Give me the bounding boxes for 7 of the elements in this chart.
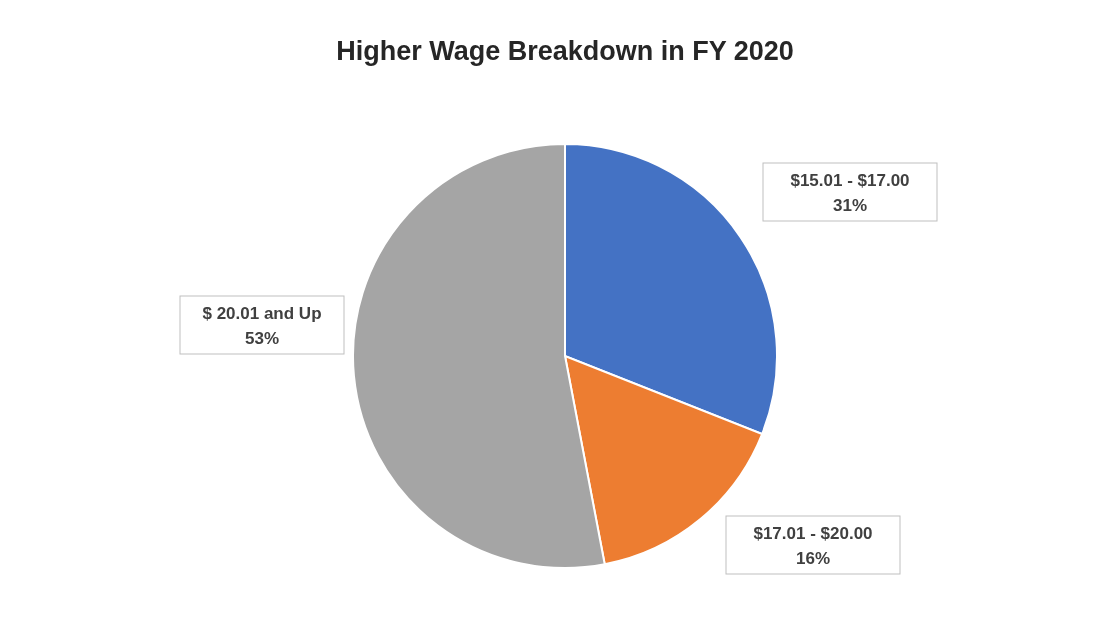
slice-label: $15.01 - $17.00 xyxy=(790,171,910,190)
data-label: 16% xyxy=(795,549,831,568)
slice-label: $ 20.01 and Up xyxy=(202,304,322,323)
data-label: 31% xyxy=(832,196,868,215)
slice-label: $17.01 - $20.00 xyxy=(753,524,873,543)
chart-title: Higher Wage Breakdown in FY 2020 xyxy=(336,36,794,66)
data-label: 53% xyxy=(244,329,280,348)
